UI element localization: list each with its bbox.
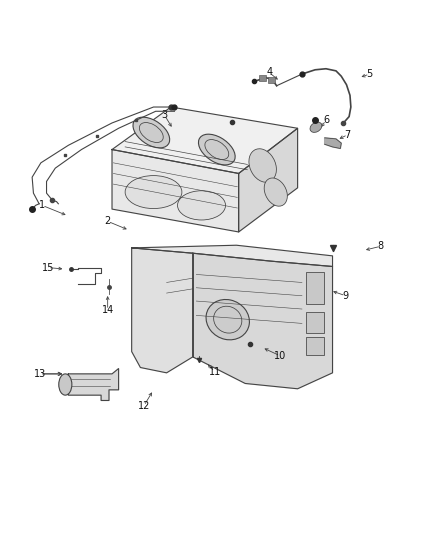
Text: 8: 8 [378, 241, 384, 251]
Text: 9: 9 [343, 290, 349, 301]
Text: 2: 2 [105, 216, 111, 227]
Text: 15: 15 [42, 263, 54, 272]
Bar [306, 337, 324, 356]
Text: 13: 13 [34, 369, 46, 379]
Polygon shape [193, 253, 332, 389]
Polygon shape [132, 248, 193, 373]
Ellipse shape [59, 374, 72, 395]
Text: 14: 14 [102, 305, 114, 315]
Polygon shape [112, 150, 239, 232]
Text: 12: 12 [138, 401, 150, 411]
Ellipse shape [249, 149, 276, 182]
Bar [259, 75, 266, 82]
Ellipse shape [310, 122, 322, 132]
Bar [268, 77, 275, 83]
Ellipse shape [125, 175, 182, 208]
Polygon shape [112, 107, 297, 173]
Text: 5: 5 [367, 69, 373, 79]
Polygon shape [68, 368, 119, 400]
Ellipse shape [206, 300, 249, 340]
Text: 6: 6 [323, 115, 329, 125]
Text: 10: 10 [274, 351, 286, 361]
Polygon shape [239, 128, 297, 232]
Text: 7: 7 [345, 130, 351, 140]
Text: 3: 3 [161, 110, 167, 120]
Ellipse shape [198, 134, 235, 165]
Bar [306, 312, 324, 333]
Polygon shape [325, 138, 341, 149]
Ellipse shape [133, 117, 170, 148]
Text: 11: 11 [208, 367, 221, 377]
Ellipse shape [177, 191, 226, 220]
Bar [306, 272, 324, 304]
Text: 4: 4 [266, 68, 272, 77]
Text: 1: 1 [39, 200, 45, 211]
Polygon shape [132, 245, 332, 266]
Ellipse shape [264, 178, 287, 206]
